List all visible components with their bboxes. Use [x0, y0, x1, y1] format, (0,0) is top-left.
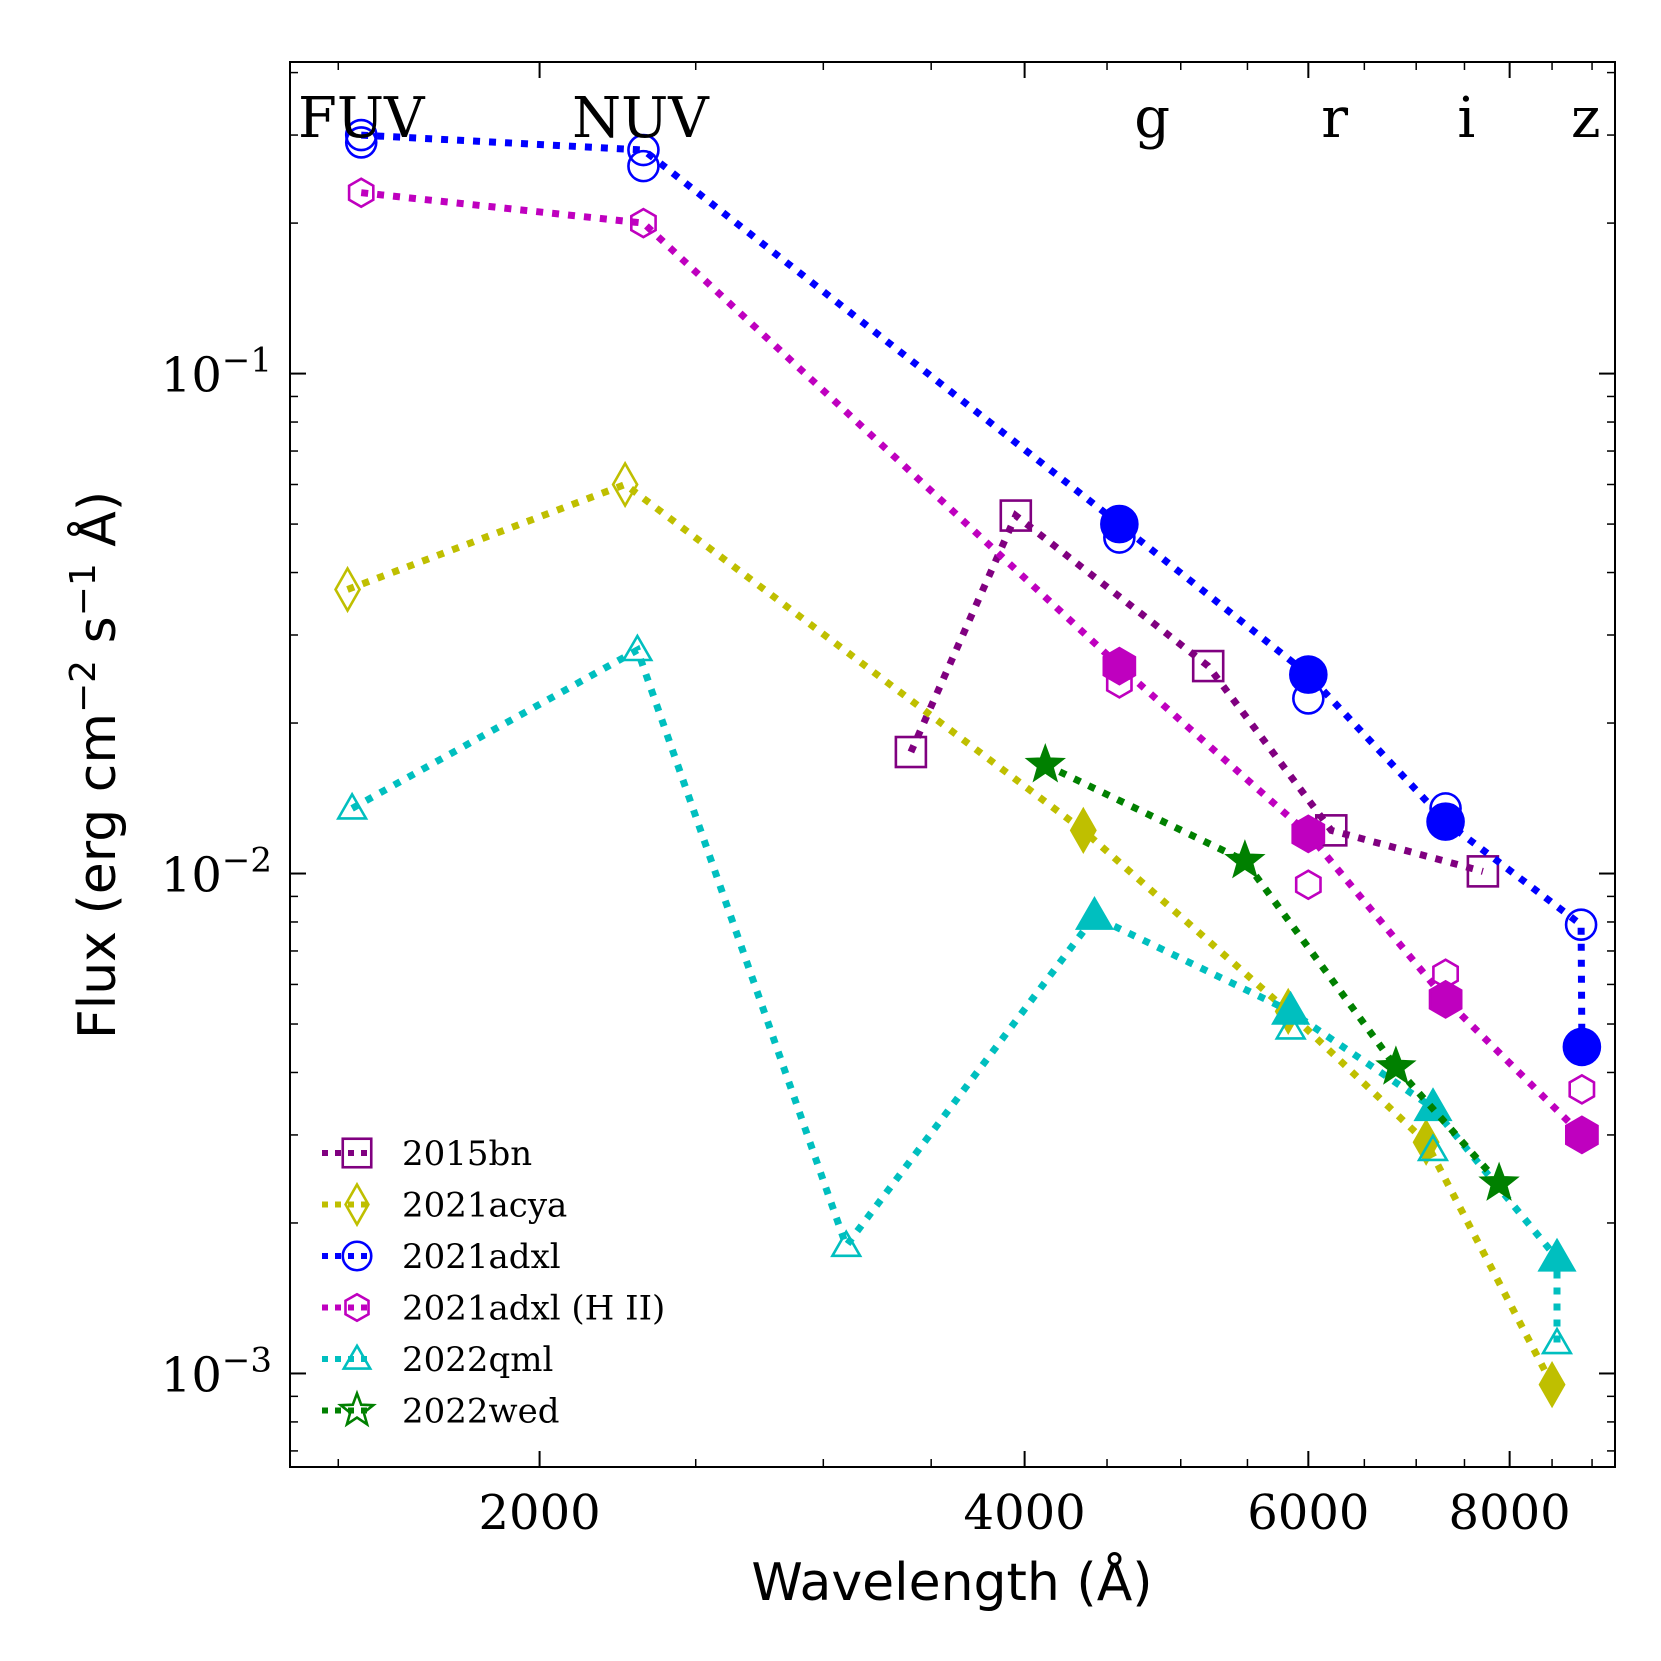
plot-frame — [289, 61, 1616, 1468]
band-label-r: r — [1321, 86, 1348, 151]
ticks-layer: 2000 4000 6000 8000 10−3 10−2 10−1 — [161, 62, 1615, 1541]
legend-item: 2021adxl — [322, 1237, 561, 1277]
data-point — [1426, 802, 1465, 841]
data-point — [1102, 646, 1137, 686]
y-tick-label: 10−1 — [161, 341, 272, 404]
data-point — [999, 499, 1033, 532]
data-point-extra — [344, 126, 378, 159]
legend-marker — [344, 1181, 370, 1228]
x-tick-label: 8000 — [1449, 1485, 1571, 1541]
data-point — [1271, 990, 1311, 1025]
data-point — [894, 735, 928, 769]
legend-marker — [341, 1343, 373, 1370]
data-point — [1466, 855, 1500, 888]
data-point-extra — [1416, 1133, 1450, 1162]
y-tick-label: 10−2 — [161, 841, 272, 904]
data-point — [627, 133, 660, 167]
data-point — [1375, 1045, 1417, 1085]
legend-label: 2021adxl (H II) — [402, 1289, 665, 1329]
data-point — [1540, 1326, 1574, 1355]
x-tick-label: 4000 — [964, 1485, 1086, 1541]
series-line — [907, 510, 1484, 875]
data-point — [1412, 1118, 1440, 1166]
data-point — [1069, 806, 1097, 854]
data-point — [1074, 895, 1115, 930]
data-point — [830, 1229, 863, 1258]
legend-label: 2021acya — [402, 1186, 567, 1226]
data-point — [611, 460, 639, 509]
legend-marker — [341, 1240, 373, 1272]
data-point — [629, 207, 657, 239]
series-5 — [1024, 743, 1520, 1201]
data-point — [334, 565, 362, 614]
series-line — [346, 480, 1556, 1387]
data-point — [1478, 1161, 1520, 1201]
legend-item: 2022qml — [322, 1340, 553, 1380]
y-tick-label: 10−3 — [161, 1340, 272, 1403]
legend: 2015bn 2021acya 2021adxl 2021adxl (H II) 202… — [322, 1134, 665, 1432]
data-point — [336, 791, 369, 820]
data-point — [1191, 649, 1225, 683]
x-tick-label: 2000 — [479, 1485, 601, 1541]
series-line — [361, 131, 1586, 1047]
legend-label: 2022qml — [402, 1340, 553, 1380]
data-point — [344, 118, 378, 152]
data-point — [1428, 979, 1463, 1019]
x-tick-label: 6000 — [1247, 1485, 1369, 1541]
data-point-extra — [627, 149, 660, 183]
legend-label: 2021adxl — [402, 1237, 561, 1277]
series-line — [350, 644, 1561, 1344]
series-0 — [894, 499, 1500, 888]
legend-item: 2021adxl (H II) — [322, 1289, 665, 1329]
data-point — [1224, 839, 1266, 879]
data-point — [1289, 655, 1328, 694]
data-point-extra — [1568, 1073, 1596, 1105]
y-axis-title: Flux (erg cm−2 s−1 Å) — [63, 491, 128, 1039]
data-point — [1562, 1027, 1602, 1067]
series-4 — [336, 633, 1577, 1355]
legend-item: 2015bn — [322, 1134, 532, 1174]
series-layer — [334, 118, 1602, 1409]
x-axis-title: Wavelength (Å) — [751, 1551, 1152, 1613]
legend-item: 2022wed — [322, 1389, 560, 1432]
series-3 — [347, 177, 1599, 1155]
band-labels: FUV NUV g r i z — [298, 86, 1601, 151]
data-point — [1564, 908, 1598, 942]
legend-item: 2021acya — [322, 1181, 567, 1228]
series-2 — [344, 118, 1602, 1067]
legend-marker — [337, 1389, 377, 1428]
data-point-extra — [1274, 1011, 1307, 1040]
data-point — [621, 633, 654, 662]
data-point — [1537, 1237, 1577, 1272]
band-label-i: i — [1457, 86, 1475, 151]
band-label-NUV: NUV — [572, 86, 710, 151]
data-point — [347, 177, 375, 209]
data-point — [1100, 504, 1139, 544]
legend-marker — [341, 1137, 373, 1169]
band-label-g: g — [1134, 86, 1170, 151]
band-label-FUV: FUV — [298, 86, 426, 151]
band-label-z: z — [1571, 86, 1601, 151]
data-point — [1291, 814, 1326, 854]
legend-label: 2015bn — [402, 1134, 532, 1174]
data-point — [1565, 1115, 1599, 1155]
data-point — [1024, 743, 1066, 783]
data-point-extra — [1294, 869, 1322, 901]
legend-marker — [344, 1292, 370, 1323]
legend-label: 2022wed — [402, 1392, 560, 1432]
data-point — [1538, 1360, 1566, 1409]
series-line — [360, 189, 1585, 1138]
